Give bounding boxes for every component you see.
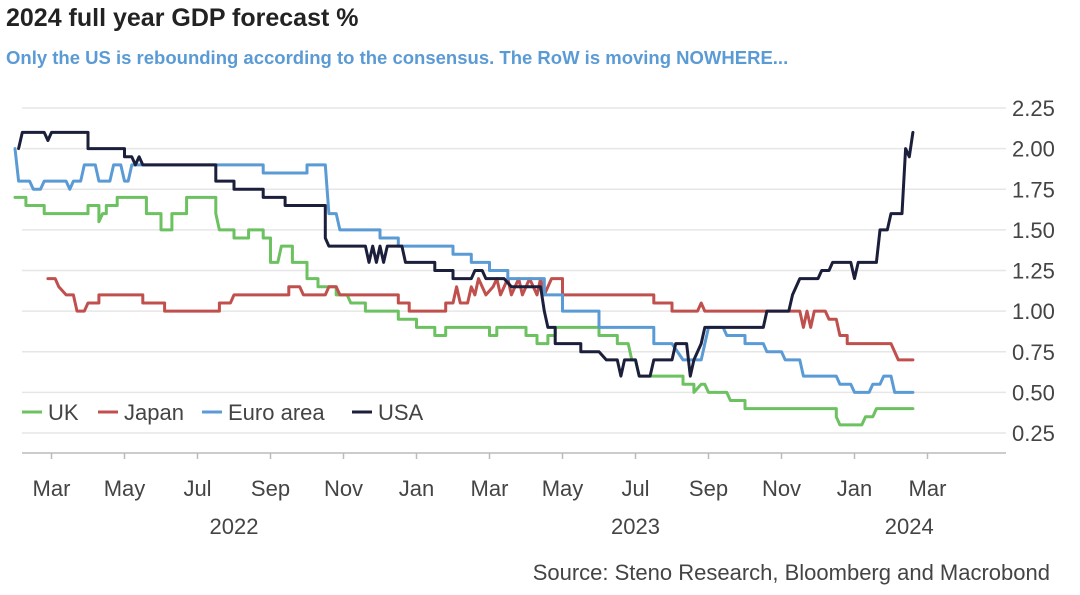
x-tick-label-jul-2: Jul [183, 476, 211, 501]
legend-label-euro-area: Euro area [228, 400, 325, 425]
x-tick-label-mar-12: Mar [909, 476, 947, 501]
x-tick-label-may-1: May [104, 476, 146, 501]
x-tick-label-mar-6: Mar [471, 476, 509, 501]
y-tick-label-2-25: 2.25 [1012, 96, 1055, 121]
x-tick-label-mar-0: Mar [33, 476, 71, 501]
y-tick-label-1-50: 1.50 [1012, 218, 1055, 243]
y-tick-label-1-00: 1.00 [1012, 299, 1055, 324]
y-tick-label-0-50: 0.50 [1012, 380, 1055, 405]
series-line-usa [17, 130, 915, 378]
year-label-2024: 2024 [885, 514, 934, 539]
legend-label-usa: USA [378, 400, 424, 425]
x-tick-label-nov-4: Nov [324, 476, 363, 501]
legend-label-uk: UK [48, 400, 79, 425]
y-tick-label-0-75: 0.75 [1012, 340, 1055, 365]
legend: UK Japan Euro area USA [22, 400, 424, 425]
chart-subtitle: Only the US is rebounding according to t… [6, 47, 789, 68]
year-label-2022: 2022 [210, 514, 259, 539]
x-tick-label-jul-8: Jul [621, 476, 649, 501]
y-tick-label-2-00: 2.00 [1012, 137, 1055, 162]
legend-label-japan: Japan [124, 400, 184, 425]
series-layer [13, 130, 915, 427]
x-tick-label-nov-10: Nov [762, 476, 801, 501]
series-line-japan [46, 277, 915, 362]
y-tick-label-1-75: 1.75 [1012, 177, 1055, 202]
source-note: Source: Steno Research, Bloomberg and Ma… [532, 560, 1050, 585]
y-tick-label-1-25: 1.25 [1012, 259, 1055, 284]
x-tick-label-may-7: May [542, 476, 584, 501]
axis-layer: 0.25 0.50 0.75 1.00 1.25 1.50 1.75 2.00 2.25 Mar M… [22, 96, 1055, 539]
x-tick-label-jan-5: Jan [399, 476, 434, 501]
x-tick-label-sep-9: Sep [689, 476, 728, 501]
year-label-2023: 2023 [611, 514, 660, 539]
series-line-euro-area [13, 147, 915, 394]
grid-layer [22, 107, 1006, 434]
x-tick-label-sep-3: Sep [251, 476, 290, 501]
x-tick-label-jan-11: Jan [837, 476, 872, 501]
series-line-uk [13, 195, 915, 427]
y-tick-label-0-25: 0.25 [1012, 421, 1055, 446]
chart-title: 2024 full year GDP forecast % [6, 4, 359, 32]
